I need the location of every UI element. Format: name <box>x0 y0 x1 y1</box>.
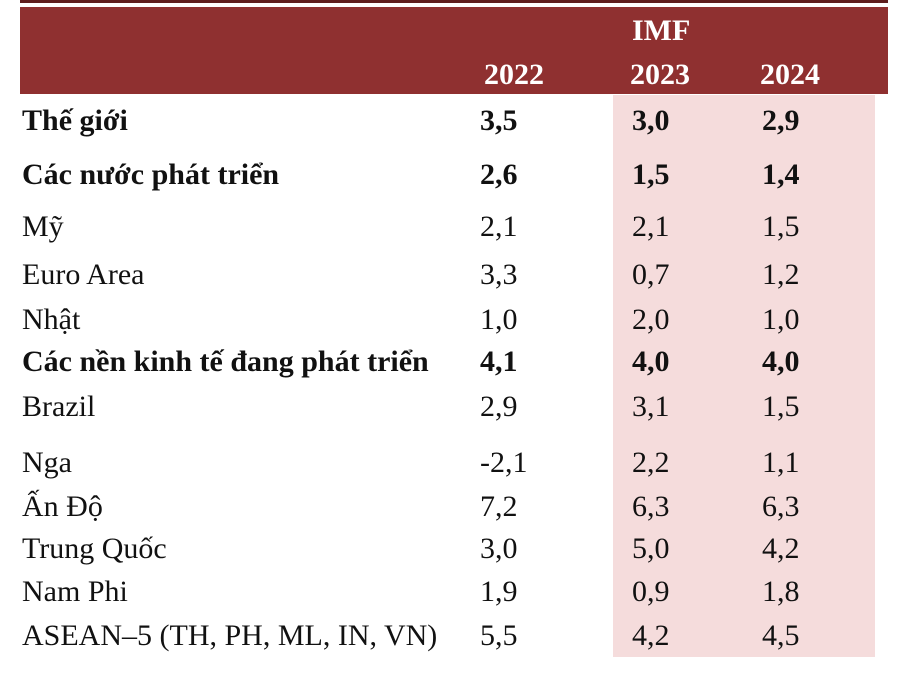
row-label: Trung Quốc <box>22 532 167 565</box>
header-source-imf: IMF <box>632 14 691 47</box>
value-2024: 1,5 <box>762 210 800 243</box>
value-2022: 7,2 <box>480 490 518 523</box>
value-2023: 2,2 <box>632 446 670 479</box>
table-row: ASEAN–5 (TH, PH, ML, IN, VN) 5,5 4,2 4,5 <box>0 621 900 665</box>
forecast-column-shading <box>613 95 875 657</box>
value-2023: 2,1 <box>632 210 670 243</box>
value-2023: 4,2 <box>632 619 670 652</box>
value-2024: 1,1 <box>762 446 800 479</box>
value-2022: -2,1 <box>480 446 528 479</box>
table-header <box>20 7 888 94</box>
value-2024: 2,9 <box>762 104 800 137</box>
table-row: Euro Area 3,3 0,7 1,2 <box>0 260 900 304</box>
value-2022: 2,6 <box>480 158 518 191</box>
value-2023: 2,0 <box>632 303 670 336</box>
table-row: Ấn Độ 7,2 6,3 6,3 <box>0 492 900 536</box>
value-2024: 1,4 <box>762 158 800 191</box>
value-2022: 3,3 <box>480 258 518 291</box>
header-year-2024: 2024 <box>760 58 820 91</box>
value-2023: 0,7 <box>632 258 670 291</box>
value-2023: 6,3 <box>632 490 670 523</box>
row-label: Mỹ <box>22 210 64 243</box>
value-2024: 1,0 <box>762 303 800 336</box>
header-year-2023: 2023 <box>630 58 690 91</box>
table-row: Brazil 2,9 3,1 1,5 <box>0 392 900 436</box>
row-label: Nga <box>22 446 72 479</box>
table-row: Thế giới 3,5 3,0 2,9 <box>0 106 900 150</box>
value-2023: 3,1 <box>632 390 670 423</box>
top-border-line <box>20 0 888 3</box>
table-row: Các nước phát triển 2,6 1,5 1,4 <box>0 160 900 204</box>
table-row: Các nền kinh tế đang phát triển 4,1 4,0 4,0 <box>0 347 900 391</box>
value-2024: 1,2 <box>762 258 800 291</box>
row-label: Ấn Độ <box>22 490 103 523</box>
table-row: Mỹ 2,1 2,1 1,5 <box>0 212 900 256</box>
value-2022: 3,5 <box>480 104 518 137</box>
value-2022: 2,9 <box>480 390 518 423</box>
row-label: Thế giới <box>22 104 128 137</box>
value-2022: 4,1 <box>480 345 518 378</box>
value-2022: 1,9 <box>480 575 518 608</box>
value-2024: 6,3 <box>762 490 800 523</box>
table-row: Trung Quốc 3,0 5,0 4,2 <box>0 534 900 578</box>
value-2023: 4,0 <box>632 345 670 378</box>
value-2022: 2,1 <box>480 210 518 243</box>
value-2024: 4,2 <box>762 532 800 565</box>
row-label: Nhật <box>22 303 81 336</box>
table-row: Nam Phi 1,9 0,9 1,8 <box>0 577 900 621</box>
value-2023: 1,5 <box>632 158 670 191</box>
value-2022: 1,0 <box>480 303 518 336</box>
value-2024: 4,0 <box>762 345 800 378</box>
value-2022: 5,5 <box>480 619 518 652</box>
value-2024: 1,8 <box>762 575 800 608</box>
table-row: Nhật 1,0 2,0 1,0 <box>0 305 900 349</box>
value-2024: 1,5 <box>762 390 800 423</box>
row-label: Nam Phi <box>22 575 128 608</box>
value-2022: 3,0 <box>480 532 518 565</box>
header-year-2022: 2022 <box>484 58 544 91</box>
value-2023: 3,0 <box>632 104 670 137</box>
row-label: Các nước phát triển <box>22 158 280 191</box>
row-label: Euro Area <box>22 258 145 291</box>
row-label: ASEAN–5 (TH, PH, ML, IN, VN) <box>22 619 438 652</box>
table-row: Nga -2,1 2,2 1,1 <box>0 448 900 492</box>
value-2023: 0,9 <box>632 575 670 608</box>
row-label: Brazil <box>22 390 96 423</box>
value-2024: 4,5 <box>762 619 800 652</box>
value-2023: 5,0 <box>632 532 670 565</box>
row-label: Các nền kinh tế đang phát triển <box>22 345 429 378</box>
